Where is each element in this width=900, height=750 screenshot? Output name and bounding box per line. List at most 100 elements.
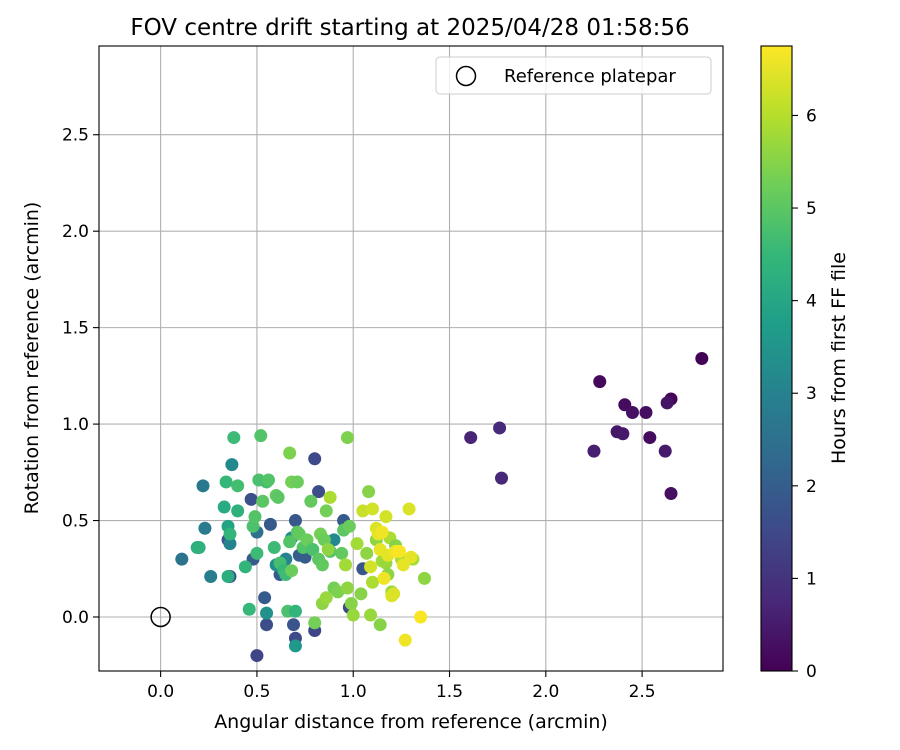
data-point (373, 618, 387, 632)
data-point (319, 504, 333, 518)
data-point (287, 618, 301, 632)
legend-marker-open-circle (455, 65, 477, 87)
x-tick-label: 1.5 (436, 682, 463, 702)
data-point (283, 535, 297, 549)
data-point (342, 519, 356, 533)
data-point (354, 587, 368, 601)
data-point (362, 485, 376, 499)
x-tick-label: 1.0 (340, 682, 367, 702)
colorbar-tick-label: 6 (806, 106, 817, 126)
data-point (375, 525, 389, 539)
y-axis-ticks: 0.0 0.5 1.0 1.5 2.0 2.5 (62, 126, 99, 628)
data-point (364, 608, 378, 622)
y-tick-label: 1.5 (62, 319, 89, 339)
data-point (344, 596, 358, 610)
data-point (308, 452, 322, 466)
data-point (267, 541, 281, 555)
data-point (260, 606, 274, 620)
data-point (196, 479, 210, 493)
data-point (398, 633, 412, 647)
y-axis-label: Rotation from reference (arcmin) (21, 202, 43, 515)
data-point (616, 427, 630, 441)
data-points (175, 352, 709, 663)
data-point (660, 396, 674, 410)
data-point (250, 649, 264, 663)
data-point (290, 475, 304, 489)
x-tick-label: 2.5 (629, 682, 656, 702)
data-point (664, 487, 678, 501)
reference-marker (150, 606, 171, 628)
data-point (392, 544, 406, 558)
data-point (260, 618, 274, 632)
data-point (315, 558, 329, 572)
data-point (204, 569, 218, 583)
data-point (306, 542, 320, 556)
data-point (377, 571, 391, 585)
data-point (360, 546, 374, 560)
plot-frame (98, 45, 724, 672)
colorbar-label: Hours from first FF file (828, 252, 850, 464)
y-tick-label: 2.0 (62, 222, 89, 242)
data-point (364, 560, 378, 574)
colorbar-tick-label: 4 (806, 292, 817, 312)
data-point (319, 591, 333, 605)
data-point (231, 479, 245, 493)
data-point (271, 490, 285, 504)
data-point (339, 558, 353, 572)
x-tick-label: 2.0 (532, 682, 559, 702)
plot-background (99, 46, 723, 671)
data-point (242, 602, 256, 616)
data-point (225, 458, 239, 472)
data-point (258, 591, 272, 605)
data-point (217, 500, 231, 514)
data-point (244, 492, 258, 506)
data-point (658, 444, 672, 458)
data-point (356, 504, 370, 518)
reference-point (150, 606, 171, 628)
data-point (248, 510, 262, 524)
data-point (246, 519, 260, 533)
y-tick-label: 0.5 (62, 512, 89, 532)
y-tick-label: 0.0 (62, 608, 89, 628)
y-tick-label: 2.5 (62, 126, 89, 146)
colorbar-tick-label: 5 (806, 199, 817, 219)
colorbar (760, 45, 793, 672)
data-point (495, 471, 509, 485)
colorbar-ticks: 0 1 2 3 4 5 6 (792, 106, 817, 682)
data-point (263, 517, 277, 531)
data-point (346, 608, 360, 622)
data-point (261, 473, 275, 487)
data-point (323, 490, 337, 504)
grid-lines (99, 46, 723, 671)
data-point (288, 639, 302, 653)
data-point (417, 571, 431, 585)
data-point (340, 431, 354, 445)
data-point (340, 581, 354, 595)
data-point (254, 429, 268, 443)
data-point (288, 514, 302, 528)
legend: Reference platepar (435, 56, 712, 95)
data-point (250, 546, 264, 560)
data-point (404, 550, 418, 564)
x-axis-ticks: 0.0 0.5 1.0 1.5 2.0 2.5 (147, 671, 656, 702)
data-point (304, 494, 318, 508)
data-point (643, 431, 657, 445)
data-point (308, 616, 322, 630)
data-point (223, 537, 237, 551)
data-point (493, 421, 507, 435)
data-point (402, 502, 416, 516)
data-point (593, 375, 607, 389)
data-point (219, 475, 233, 489)
data-point (283, 446, 297, 460)
colorbar-tick-label: 2 (806, 477, 817, 497)
data-point (587, 444, 601, 458)
legend-label: Reference platepar (504, 66, 676, 87)
data-point (365, 502, 379, 516)
chart-title: FOV centre drift starting at 2025/04/28 … (130, 15, 689, 41)
data-point (387, 587, 401, 601)
data-point (198, 521, 212, 535)
data-point (223, 527, 237, 541)
data-point (238, 560, 252, 574)
data-point (285, 564, 299, 578)
